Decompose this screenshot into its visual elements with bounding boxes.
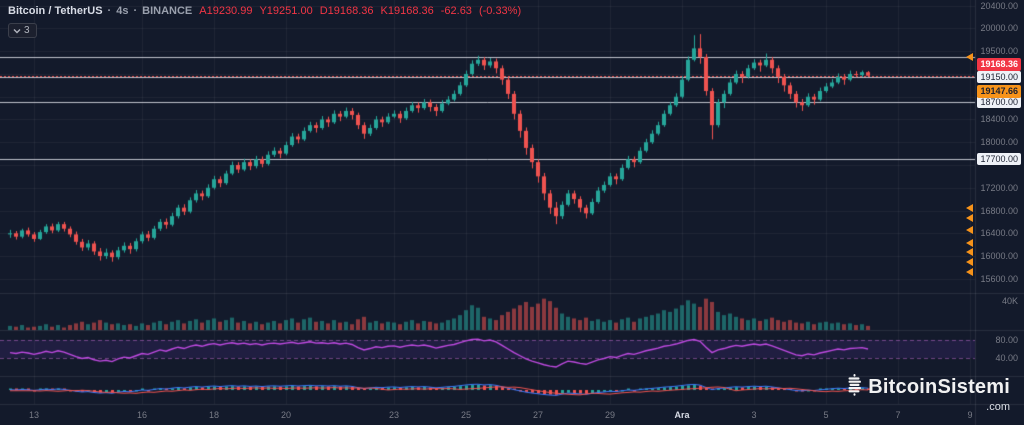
chevron-down-icon <box>13 27 21 35</box>
indicators-count: 3 <box>24 25 30 36</box>
ohlc-low: D19168.36 <box>319 5 374 17</box>
ohlc-open: A19230.99 <box>199 5 253 17</box>
price-change-percent: (-0.33%) <box>478 5 522 17</box>
symbol-title[interactable]: Bitcoin / TetherUS <box>8 5 103 17</box>
legend-separator: · <box>107 5 112 17</box>
interval-label[interactable]: 4s <box>116 5 129 17</box>
ohlc-close: K19168.36 <box>380 5 434 17</box>
indicators-collapse-button[interactable]: 3 <box>8 23 37 38</box>
legend-separator: · <box>133 5 138 17</box>
symbol-legend[interactable]: Bitcoin / TetherUS · 4s · BINANCE A19230… <box>8 5 521 17</box>
ohlc-high: Y19251.00 <box>259 5 313 17</box>
price-change: -62.63 <box>440 5 472 17</box>
exchange-label[interactable]: BINANCE <box>142 5 193 17</box>
